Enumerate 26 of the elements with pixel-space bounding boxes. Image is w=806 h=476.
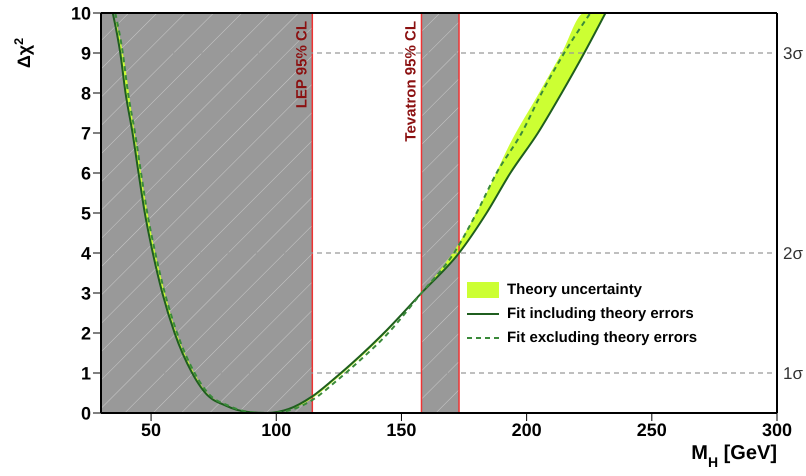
y-tick-label: 3: [80, 283, 91, 304]
x-tick-label: 300: [762, 420, 792, 440]
y-tick-label: 7: [80, 123, 91, 144]
y-tick-label: 8: [80, 83, 91, 104]
ref-line-label: 2σ: [783, 244, 804, 263]
x-tick-label: 100: [261, 420, 292, 440]
x-tick-label: 50: [141, 420, 162, 440]
legend-label: Fit including theory errors: [507, 304, 694, 324]
y-tick-label: 5: [80, 203, 91, 224]
x-tick-label: 250: [636, 420, 667, 440]
x-tick-label: 200: [512, 420, 542, 440]
y-tick-label: 1: [80, 363, 91, 384]
ref-line-label: 1σ: [783, 364, 804, 383]
y-tick-label: 6: [80, 163, 91, 184]
x-tick-label: 150: [386, 420, 416, 440]
ref-line-label: Tevatron 95% CL: [402, 21, 420, 142]
ref-line-label: LEP 95% CL: [293, 21, 310, 108]
ref-line-label: 3σ: [783, 44, 804, 63]
y-tick-label: 0: [80, 403, 91, 424]
x-axis-title: M$_{H}$ [GeV]: [691, 442, 777, 470]
y-tick-label: 10: [70, 3, 91, 24]
y-tick-label: 2: [80, 323, 91, 344]
y-tick-label: 9: [80, 43, 91, 64]
y-tick-label: 4: [80, 243, 91, 264]
legend-label: Theory uncertainty: [507, 280, 642, 300]
legend-label: Fit excluding theory errors: [507, 328, 698, 348]
